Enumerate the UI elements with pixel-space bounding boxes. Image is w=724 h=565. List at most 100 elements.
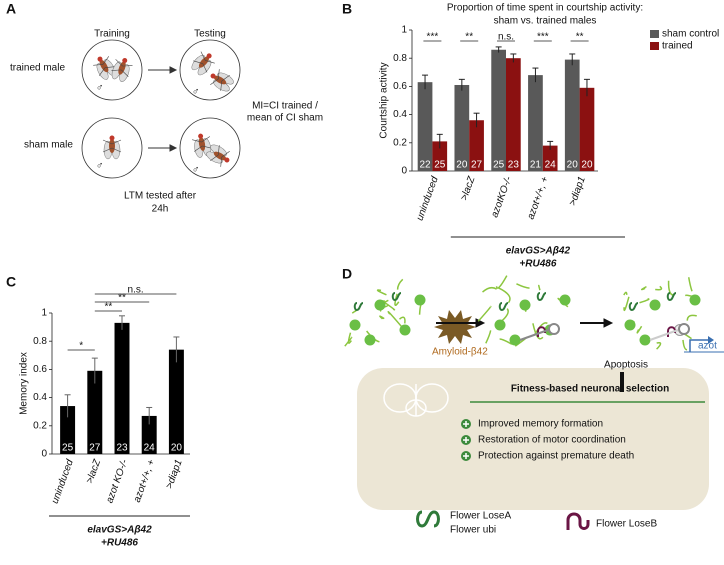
sig-label: **	[576, 32, 584, 43]
neurite	[347, 332, 352, 344]
sex-symbol: ♂	[192, 87, 200, 98]
x-tick-label: uninduced	[415, 175, 441, 223]
n-label: 22	[419, 160, 431, 171]
chart-title: Proportion of time spent in courtship ac…	[447, 3, 643, 14]
arrows	[436, 318, 614, 328]
chart-subtitle: sham vs. trained males	[494, 16, 597, 27]
bar	[87, 370, 103, 454]
neuron-cluster	[623, 277, 701, 351]
y-tick-label: 0.6	[33, 364, 47, 375]
gene-arrow	[689, 339, 710, 352]
x-tick-label: >diap1	[164, 458, 185, 490]
neuron	[414, 294, 426, 306]
y-tick-label: 1	[41, 308, 47, 319]
fly-body	[118, 61, 126, 75]
sig-label: ***	[537, 32, 549, 43]
sig-label: n.s.	[128, 285, 144, 296]
y-axis-label: Courtship activity	[379, 62, 390, 138]
fly-leg	[221, 150, 230, 158]
neurite	[687, 277, 693, 292]
flower-mark	[498, 302, 509, 312]
group-label: elavGS>Aβ42	[87, 525, 152, 536]
legend-label: trained	[662, 41, 693, 52]
fly-leg	[115, 59, 123, 67]
fly-leg	[122, 65, 133, 67]
sig-label: **	[465, 32, 473, 43]
training-label: Training	[94, 29, 130, 40]
flower-mark	[353, 302, 364, 312]
fly-leg	[102, 139, 113, 145]
n-label: 25	[493, 160, 505, 171]
neurite	[376, 289, 387, 296]
fly-leg	[205, 60, 215, 64]
fly-body	[109, 139, 115, 153]
brain-icon	[383, 383, 449, 417]
legend-text: Flower ubi	[450, 525, 496, 536]
fly-leg	[210, 154, 219, 162]
fly-head	[122, 57, 128, 63]
neurite	[636, 325, 643, 334]
connector	[620, 372, 624, 392]
fly-leg	[193, 60, 203, 64]
x-tick-label: azot+/+, +	[525, 175, 551, 221]
y-tick-label: 0	[41, 449, 47, 460]
neuron	[509, 334, 521, 346]
fly	[111, 57, 133, 82]
sex-symbol: ♂	[192, 165, 200, 176]
fly-head	[206, 53, 212, 59]
fly-leg	[217, 145, 220, 156]
panel-d: D Fitness-based neuronal selection Amylo…	[342, 266, 724, 536]
group-label: elavGS>Aβ42	[506, 246, 571, 257]
neuron	[349, 319, 361, 331]
x-tick-label: uninduced	[50, 458, 76, 506]
x-tick-label: >lacZ	[84, 457, 103, 485]
n-label: 24	[144, 443, 156, 454]
neurite	[399, 316, 406, 324]
fly	[206, 144, 230, 167]
legend-text: Flower LoseA	[450, 511, 511, 522]
flower-mark	[666, 292, 677, 302]
dying-neuron	[548, 323, 560, 335]
fly-leg	[93, 63, 104, 66]
fly-leg	[121, 69, 129, 77]
y-tick-label: 1	[401, 25, 407, 36]
fly-leg	[221, 74, 230, 82]
y-tick-label: 0	[401, 166, 407, 177]
neuron	[689, 294, 701, 306]
gene-arrowhead	[708, 336, 714, 344]
amyloid-burst	[434, 310, 476, 344]
neurite	[686, 314, 697, 321]
sig-label: **	[105, 302, 113, 313]
neuron-cluster	[477, 275, 571, 347]
dying-neurite	[649, 329, 679, 341]
fly-leg	[104, 66, 115, 69]
lose-b-icon	[566, 512, 590, 530]
gene-label: azot	[698, 341, 717, 352]
x-tick-label: >diap1	[567, 175, 588, 207]
fly-leg	[111, 147, 122, 153]
fly-leg	[200, 51, 206, 61]
x-tick-label: azotKO-/-	[489, 175, 514, 220]
neuron	[559, 294, 571, 306]
fly-leg	[194, 145, 203, 152]
y-tick-label: 0.4	[33, 392, 47, 403]
x-tick-label: azot KO-/-	[104, 458, 130, 505]
neurite	[499, 338, 513, 345]
y-tick-label: 0.8	[393, 53, 407, 64]
benefit-text: Restoration of motor coordination	[478, 435, 626, 446]
sig-label: *	[79, 341, 83, 352]
y-axis-label: Memory index	[19, 352, 30, 415]
group-label: +RU486	[519, 259, 556, 270]
n-label: 20	[567, 160, 579, 171]
benefit-plus	[463, 421, 469, 427]
bar	[454, 84, 470, 171]
fly-body	[213, 75, 227, 85]
n-label: 24	[545, 160, 557, 171]
fly-leg	[210, 78, 219, 86]
neuron	[364, 334, 376, 346]
bar	[141, 415, 157, 454]
bar	[491, 49, 506, 171]
fly-leg	[220, 80, 223, 91]
trained-male-label: trained male	[10, 63, 65, 74]
